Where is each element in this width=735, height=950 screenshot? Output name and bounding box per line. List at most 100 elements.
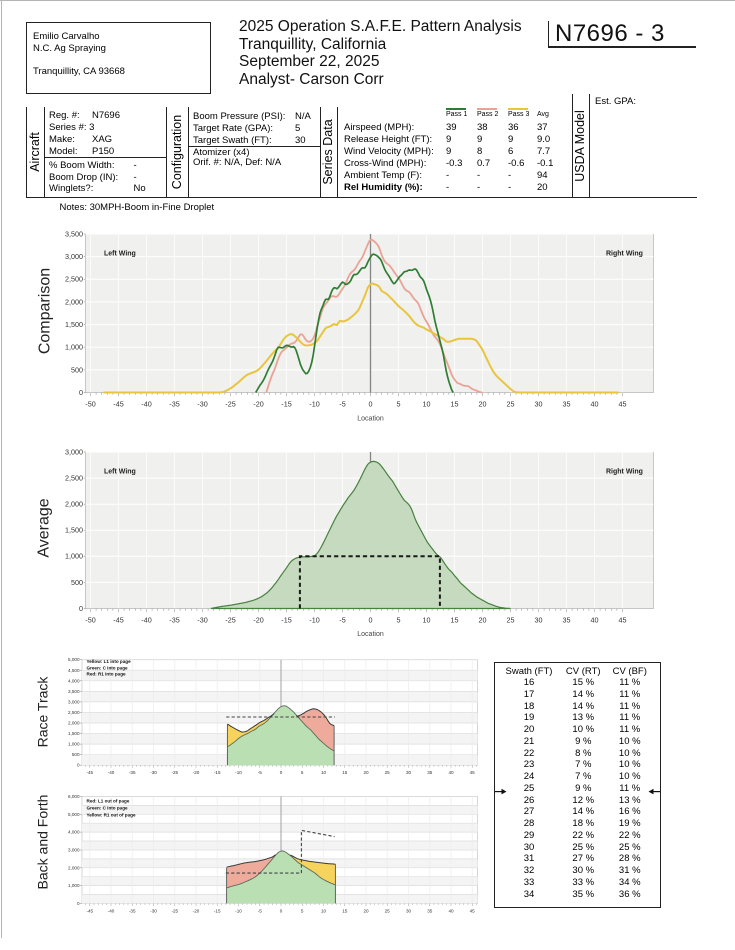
svg-text:5,000: 5,000 — [68, 657, 80, 662]
svg-text:-25: -25 — [171, 770, 178, 775]
svg-text:Left Wing: Left Wing — [104, 251, 136, 258]
svg-text:-30: -30 — [150, 770, 157, 775]
svg-text:-20: -20 — [253, 399, 263, 408]
svg-text:0: 0 — [369, 399, 373, 408]
svg-text:1,000: 1,000 — [68, 883, 80, 888]
svg-text:15: 15 — [451, 615, 459, 624]
svg-text:3,000: 3,000 — [65, 447, 83, 456]
svg-text:2,500: 2,500 — [65, 474, 83, 483]
svg-text:15: 15 — [342, 908, 348, 913]
svg-text:-30: -30 — [197, 399, 207, 408]
svg-text:Red: R1 into page: Red: R1 into page — [87, 672, 126, 677]
svg-text:6,000: 6,000 — [68, 794, 80, 799]
svg-text:40: 40 — [448, 908, 454, 913]
svg-text:-45: -45 — [113, 615, 123, 624]
svg-text:0: 0 — [77, 763, 80, 768]
svg-text:-45: -45 — [113, 399, 123, 408]
svg-text:-35: -35 — [129, 908, 136, 913]
svg-text:0: 0 — [79, 388, 83, 397]
svg-text:45: 45 — [470, 770, 476, 775]
svg-text:35: 35 — [563, 399, 571, 408]
svg-text:-40: -40 — [141, 615, 151, 624]
svg-text:5,000: 5,000 — [68, 812, 80, 817]
svg-text:Green: C into page: Green: C into page — [87, 805, 129, 810]
svg-text:1,500: 1,500 — [65, 320, 83, 329]
svg-text:20: 20 — [363, 908, 369, 913]
svg-text:5: 5 — [397, 399, 401, 408]
svg-text:10: 10 — [423, 615, 431, 624]
svg-text:40: 40 — [591, 399, 599, 408]
svg-text:-25: -25 — [225, 615, 235, 624]
svg-text:-45: -45 — [86, 908, 93, 913]
svg-text:-50: -50 — [85, 615, 95, 624]
svg-text:-20: -20 — [253, 615, 263, 624]
svg-text:40: 40 — [448, 770, 454, 775]
svg-text:0: 0 — [280, 770, 283, 775]
svg-text:-10: -10 — [235, 908, 242, 913]
svg-text:2,500: 2,500 — [68, 710, 80, 715]
svg-text:0: 0 — [79, 604, 83, 613]
svg-text:500: 500 — [72, 752, 80, 757]
svg-text:Location: Location — [357, 416, 384, 423]
svg-text:15: 15 — [451, 399, 459, 408]
svg-text:-15: -15 — [281, 615, 291, 624]
svg-text:-5: -5 — [258, 770, 263, 775]
svg-text:Green: C into page: Green: C into page — [87, 665, 129, 670]
svg-text:Red: L1 out of page: Red: L1 out of page — [87, 798, 130, 803]
svg-text:35: 35 — [563, 615, 571, 624]
svg-text:-10: -10 — [309, 399, 319, 408]
svg-text:-35: -35 — [129, 770, 136, 775]
svg-text:30: 30 — [406, 770, 412, 775]
svg-text:30: 30 — [535, 399, 543, 408]
svg-text:Location: Location — [357, 631, 384, 638]
svg-text:-30: -30 — [150, 908, 157, 913]
svg-text:500: 500 — [71, 578, 83, 587]
svg-text:3,000: 3,000 — [68, 848, 80, 853]
svg-text:-40: -40 — [108, 770, 115, 775]
svg-text:3,500: 3,500 — [68, 689, 80, 694]
svg-text:20: 20 — [479, 399, 487, 408]
svg-text:Right Wing: Right Wing — [606, 251, 643, 258]
svg-text:45: 45 — [470, 908, 476, 913]
svg-text:500: 500 — [71, 365, 83, 374]
svg-text:0: 0 — [280, 908, 283, 913]
svg-text:-15: -15 — [281, 399, 291, 408]
svg-text:-20: -20 — [193, 908, 200, 913]
svg-text:5: 5 — [397, 615, 401, 624]
svg-text:4,000: 4,000 — [68, 830, 80, 835]
svg-text:10: 10 — [423, 399, 431, 408]
svg-text:Yellow: L1 into page: Yellow: L1 into page — [87, 659, 132, 664]
svg-text:-10: -10 — [309, 615, 319, 624]
svg-text:2,000: 2,000 — [65, 500, 83, 509]
svg-text:-40: -40 — [141, 399, 151, 408]
svg-text:35: 35 — [427, 770, 433, 775]
svg-text:2,000: 2,000 — [68, 721, 80, 726]
svg-text:20: 20 — [363, 770, 369, 775]
svg-text:5: 5 — [301, 770, 304, 775]
svg-text:5: 5 — [301, 908, 304, 913]
svg-text:40: 40 — [591, 615, 599, 624]
svg-text:-15: -15 — [214, 908, 221, 913]
svg-text:0: 0 — [369, 615, 373, 624]
svg-text:25: 25 — [507, 615, 515, 624]
svg-text:4,500: 4,500 — [68, 668, 80, 673]
svg-text:1,500: 1,500 — [68, 731, 80, 736]
svg-text:1,000: 1,000 — [65, 343, 83, 352]
svg-text:Right Wing: Right Wing — [606, 469, 643, 476]
svg-text:3,000: 3,000 — [68, 699, 80, 704]
svg-text:3,000: 3,000 — [65, 252, 83, 261]
svg-text:-35: -35 — [169, 615, 179, 624]
svg-text:2,000: 2,000 — [65, 297, 83, 306]
svg-text:25: 25 — [385, 908, 391, 913]
svg-text:15: 15 — [342, 770, 348, 775]
svg-text:0: 0 — [77, 901, 80, 906]
svg-text:-25: -25 — [225, 399, 235, 408]
svg-text:Yellow: R1 out of page: Yellow: R1 out of page — [87, 813, 136, 818]
svg-text:-25: -25 — [171, 908, 178, 913]
svg-text:20: 20 — [479, 615, 487, 624]
svg-text:-5: -5 — [339, 399, 345, 408]
svg-text:30: 30 — [406, 908, 412, 913]
svg-text:-35: -35 — [169, 399, 179, 408]
svg-text:-50: -50 — [85, 399, 95, 408]
svg-text:1,000: 1,000 — [65, 552, 83, 561]
